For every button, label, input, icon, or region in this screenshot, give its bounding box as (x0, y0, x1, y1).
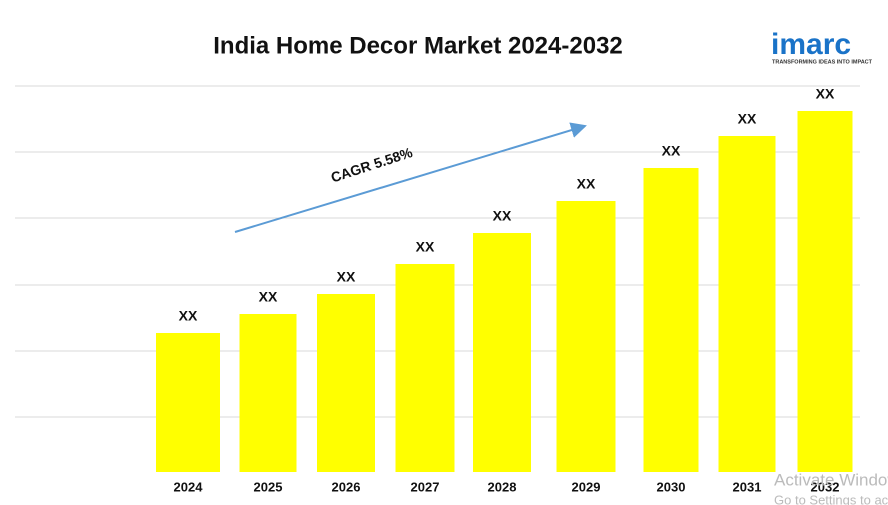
value-label: XX (738, 111, 757, 127)
value-label: XX (259, 289, 278, 305)
cagr-arrow (234, 122, 587, 233)
value-label: XX (179, 308, 198, 324)
x-tick-label: 2026 (332, 479, 361, 494)
bar (473, 233, 531, 472)
chart-title: India Home Decor Market 2024-2032 (213, 32, 623, 59)
bar (239, 314, 297, 472)
x-tick-label: 2029 (572, 479, 601, 494)
logo-tagline: TRANSFORMING IDEAS INTO IMPACT (772, 59, 873, 65)
x-tick-label: 2028 (488, 479, 517, 494)
bar (797, 111, 853, 472)
value-label: XX (493, 208, 512, 224)
bar (395, 264, 455, 472)
bar (317, 294, 375, 472)
watermark: Activate Windows (774, 470, 888, 489)
logo-name: imarc (771, 28, 851, 61)
x-tick-label: 2031 (733, 479, 762, 494)
value-label: XX (416, 239, 435, 255)
bar (643, 168, 699, 472)
x-tick-label: 2032 (811, 479, 840, 494)
x-tick-label: 2027 (411, 479, 440, 494)
x-tick-label: 2025 (254, 479, 283, 494)
value-label: XX (816, 86, 835, 102)
logo: imarc TRANSFORMING IDEAS INTO IMPACT (771, 28, 873, 66)
x-tick-label: 2030 (657, 479, 686, 494)
watermark: Go to Settings to activate Windows. (774, 492, 888, 505)
bar (156, 333, 220, 472)
value-label: XX (662, 143, 681, 159)
bar (718, 136, 776, 472)
x-tick-label: 2024 (174, 479, 204, 494)
value-label: XX (577, 176, 596, 192)
value-label: XX (337, 269, 356, 285)
cagr-label: CAGR 5.58% (329, 144, 415, 186)
bar (556, 201, 616, 472)
